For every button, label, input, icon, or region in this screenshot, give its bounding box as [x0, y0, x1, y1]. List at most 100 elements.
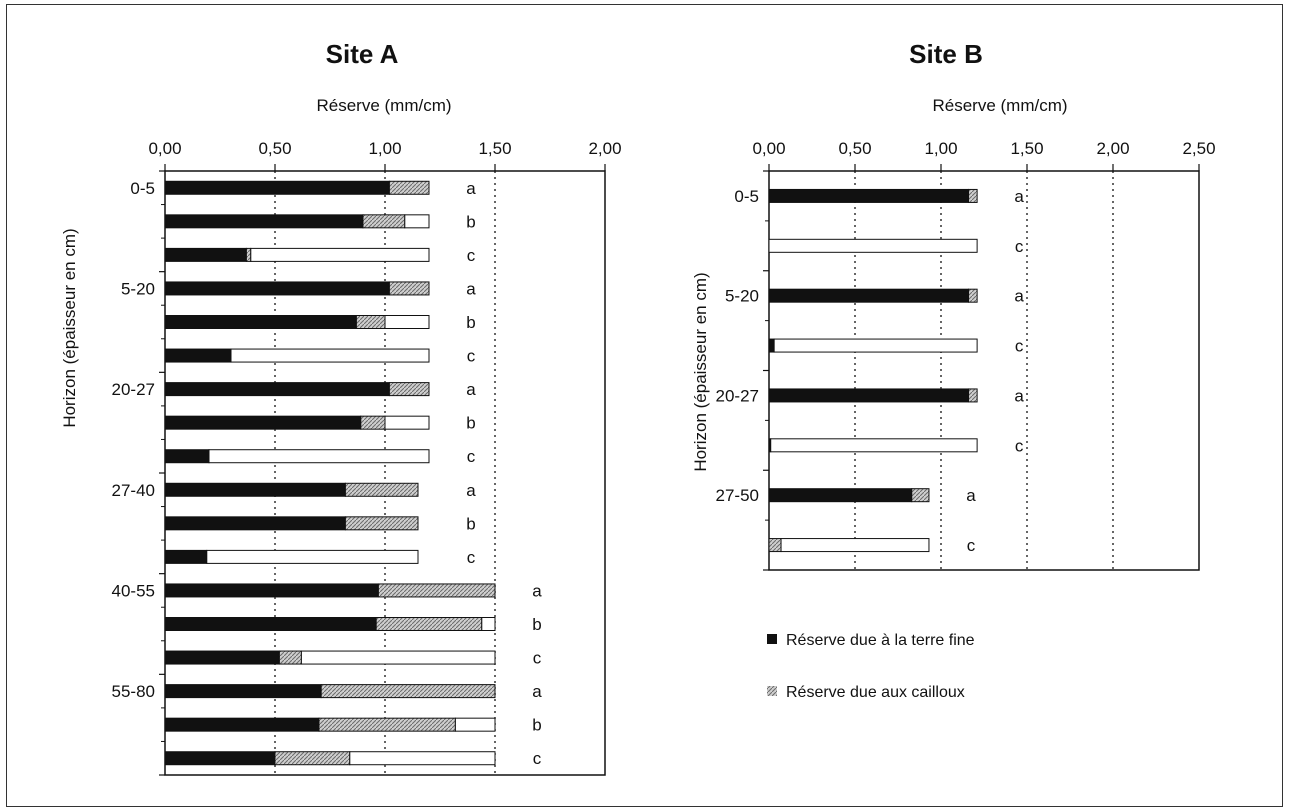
bar-letter-label: b	[466, 514, 475, 533]
bar-segment-fine	[164, 382, 390, 397]
plot-frame	[768, 170, 1200, 571]
bar-segment-empty	[481, 617, 496, 631]
site-b-ylabel: Horizon (épaisseur en cm)	[691, 272, 710, 471]
bar-letter-label: c	[467, 548, 476, 567]
bar-letter-label: c	[1015, 337, 1024, 356]
bar-segment-stone	[388, 382, 430, 397]
bar-letter-label: c	[467, 347, 476, 366]
horizon-label: 0-5	[734, 187, 759, 206]
bar-segment-fine	[164, 415, 362, 430]
horizon-label: 55-80	[112, 682, 155, 701]
bar-segment-fine	[164, 281, 390, 296]
x-tick-label: 1,00	[924, 139, 957, 158]
bar-segment-stone	[320, 684, 496, 699]
bar-segment-stone	[245, 247, 252, 262]
bar-segment-fine	[164, 247, 247, 262]
bar-segment-fine	[164, 516, 346, 531]
bar-segment-fine	[768, 288, 970, 303]
bar-letter-label: b	[466, 313, 475, 332]
legend-fine-swatch	[767, 634, 777, 644]
bar-letter-label: a	[466, 279, 476, 298]
bar-letter-label: c	[1015, 237, 1024, 256]
horizon-label: 20-27	[716, 386, 759, 405]
bar-letter-label: a	[1014, 287, 1024, 306]
bar-segment-empty	[768, 238, 978, 253]
bar-letter-label: b	[532, 716, 541, 735]
x-tick-label: 2,00	[588, 139, 621, 158]
x-tick-label: 2,00	[1096, 139, 1129, 158]
bar-segment-fine	[164, 214, 364, 229]
legend-stone-swatch	[767, 686, 777, 696]
bar-letter-label: a	[966, 486, 976, 505]
x-tick-label: 0,50	[838, 139, 871, 158]
horizon-label: 40-55	[112, 581, 155, 600]
bar-segment-fine	[164, 583, 379, 598]
horizon-label: 27-40	[112, 481, 155, 500]
bar-segment-empty	[206, 549, 419, 564]
site-a-xlabel: Réserve (mm/cm)	[316, 96, 451, 115]
bar-segment-stone	[968, 388, 978, 403]
bar-letter-label: a	[1014, 187, 1024, 206]
bar-segment-empty	[349, 751, 496, 766]
bar-segment-fine	[768, 488, 913, 503]
bar-segment-fine	[164, 449, 210, 464]
bar-segment-fine	[164, 482, 346, 497]
bar-segment-empty	[454, 717, 496, 732]
bar-segment-fine	[164, 717, 320, 732]
horizon-label: 5-20	[725, 287, 759, 306]
bar-segment-fine	[164, 684, 322, 699]
horizon-label: 20-27	[112, 380, 155, 399]
bar-letter-label: b	[466, 414, 475, 433]
bar-segment-empty	[250, 247, 430, 262]
x-tick-label: 1,50	[478, 139, 511, 158]
bar-segment-fine	[164, 617, 377, 631]
bar-segment-fine	[768, 388, 970, 403]
bar-letter-label: c	[467, 447, 476, 466]
horizon-label: 0-5	[130, 179, 155, 198]
x-tick-label: 1,00	[368, 139, 401, 158]
bar-segment-stone	[768, 538, 782, 553]
bar-segment-stone	[388, 180, 430, 195]
bar-segment-empty	[300, 650, 496, 665]
site-b-title: Site B	[909, 39, 983, 69]
bar-letter-label: b	[532, 615, 541, 634]
bar-letter-label: b	[466, 212, 475, 231]
site-b-xlabel: Réserve (mm/cm)	[932, 96, 1067, 115]
site-a-ylabel: Horizon (épaisseur en cm)	[60, 228, 79, 427]
bar-segment-fine	[164, 549, 208, 564]
bar-segment-stone	[344, 482, 419, 497]
bar-segment-stone	[278, 650, 302, 665]
bar-segment-empty	[384, 315, 430, 329]
site-b-plot: 0,00 0,50 1,00 1,50 2,00 2,50 0-5 a c 5-20 a c 20-27…	[716, 139, 1216, 571]
bar-segment-empty	[770, 438, 978, 453]
bar-segment-empty	[404, 214, 430, 229]
bar-segment-stone	[968, 188, 978, 203]
legend-fine-label: Réserve due à la terre fine	[786, 632, 975, 649]
bar-letter-label: c	[1015, 436, 1024, 455]
x-tick-label: 2,50	[1182, 139, 1215, 158]
bar-segment-stone	[362, 214, 406, 229]
horizon-label: 5-20	[121, 279, 155, 298]
bar-letter-label: c	[967, 536, 976, 555]
bar-segment-fine	[164, 348, 232, 363]
bar-segment-stone	[318, 717, 456, 732]
bar-segment-fine	[768, 338, 775, 353]
bar-letter-label: a	[466, 481, 476, 500]
x-tick-label: 0,50	[258, 139, 291, 158]
bar-segment-stone	[274, 751, 351, 766]
bar-segment-fine	[164, 180, 390, 195]
site-a-title: Site A	[326, 39, 399, 69]
x-tick-label: 1,50	[1010, 139, 1043, 158]
bar-segment-empty	[384, 415, 430, 430]
bar-segment-empty	[780, 538, 930, 553]
bar-letter-label: a	[532, 581, 542, 600]
horizon-label: 27-50	[716, 486, 759, 505]
x-tick-label: 0,00	[148, 139, 181, 158]
bar-segment-empty	[208, 449, 430, 464]
figure-frame	[6, 4, 1283, 807]
bar-letter-label: c	[533, 749, 542, 768]
bar-segment-fine	[164, 751, 276, 766]
bar-segment-stone	[375, 617, 483, 631]
